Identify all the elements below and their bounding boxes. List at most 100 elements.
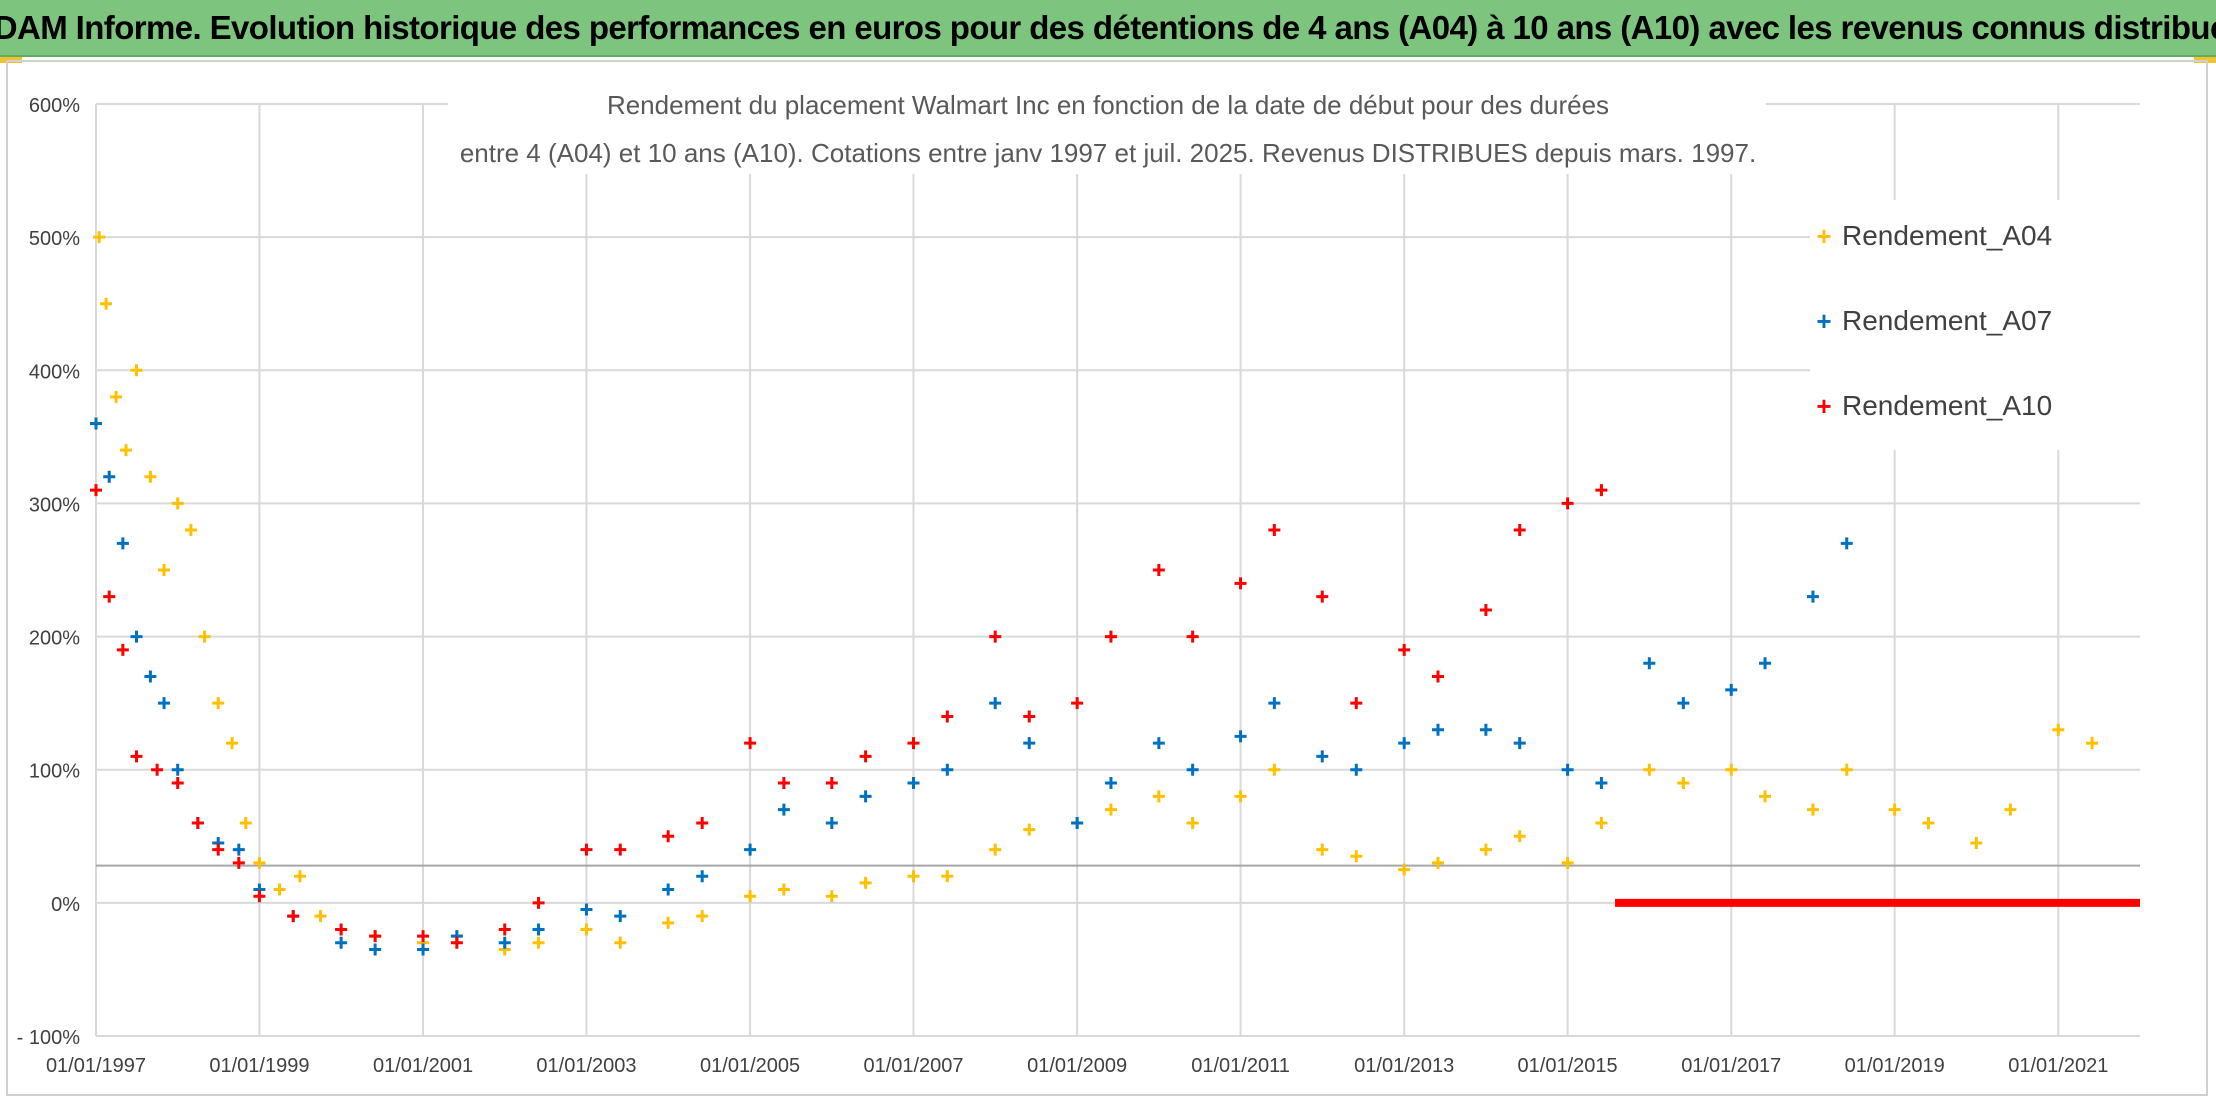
rendement-a10-point bbox=[1561, 497, 1574, 510]
x-tick-label: 01/01/2015 bbox=[1518, 1055, 1618, 1077]
rendement-a07-point bbox=[1643, 657, 1656, 670]
rendement-a10-point bbox=[1071, 697, 1084, 710]
rendement-a10-point bbox=[989, 630, 1002, 643]
rendement-a04-point bbox=[198, 630, 211, 643]
rendement-a04-point bbox=[1432, 856, 1444, 869]
rendement-a10-point bbox=[859, 750, 872, 763]
x-tick-label: 01/01/2009 bbox=[1027, 1055, 1127, 1077]
rendement-a04-point bbox=[989, 843, 1002, 856]
rendement-a10-point bbox=[1234, 577, 1247, 590]
rendement-a07-point bbox=[1186, 763, 1199, 776]
rendement-a10-point bbox=[1595, 484, 1608, 497]
rendement-a07-point bbox=[232, 843, 245, 856]
rendement-a04-point bbox=[239, 816, 252, 829]
rendement-a07-point bbox=[171, 763, 184, 776]
rendement-a04-point bbox=[1479, 843, 1492, 856]
rendement-a10-point bbox=[498, 923, 511, 936]
rendement-a04-point bbox=[1759, 790, 1772, 803]
chart-legend: + Rendement_A04 + Rendement_A07 + Rendem… bbox=[1810, 200, 2140, 450]
x-tick-label: 01/01/2007 bbox=[863, 1055, 963, 1077]
chart-title-background bbox=[448, 82, 1766, 174]
rendement-a10-point bbox=[907, 737, 920, 750]
legend-marker-a04: + bbox=[1816, 220, 1832, 251]
rendement-a04-point bbox=[1152, 790, 1165, 803]
rendement-a04-point bbox=[1186, 816, 1199, 829]
rendement-a07-point bbox=[90, 417, 102, 430]
rendement-a07-point bbox=[1677, 697, 1690, 710]
rendement-a04-point bbox=[184, 524, 197, 537]
rendement-a04-point bbox=[2052, 723, 2065, 736]
rendement-a10-point bbox=[130, 750, 143, 763]
rendement-a07-point bbox=[532, 923, 545, 936]
rendement-a04-point bbox=[253, 856, 266, 869]
rendement-a04-point bbox=[1922, 816, 1935, 829]
rendement-a07-point bbox=[580, 903, 593, 916]
rendement-a10-point bbox=[580, 843, 593, 856]
y-tick-label: 500% bbox=[29, 228, 80, 250]
rendement-a10-point bbox=[151, 763, 164, 776]
legend-item-a10: + Rendement_A10 bbox=[1810, 386, 2052, 426]
rendement-a04-point bbox=[825, 890, 838, 903]
rendement-a04-point bbox=[2004, 803, 2017, 816]
rendement-a07-point bbox=[498, 936, 511, 949]
rendement-a10-point bbox=[116, 643, 129, 656]
rendement-a10-point bbox=[1398, 643, 1411, 656]
rendement-a10-point bbox=[171, 777, 184, 790]
rendement-a04-point bbox=[580, 923, 593, 936]
rendement-a04-point bbox=[907, 870, 920, 883]
x-tick-label: 01/01/2003 bbox=[536, 1055, 636, 1077]
rendement-a04-point bbox=[130, 364, 143, 377]
rendement-a04-point bbox=[212, 697, 225, 710]
x-tick-label: 01/01/2005 bbox=[700, 1055, 800, 1077]
rendement-a07-point bbox=[1152, 737, 1165, 750]
rendement-a10-point bbox=[287, 910, 300, 923]
rendement-a10-point bbox=[1152, 564, 1165, 576]
rendement-a10-point bbox=[191, 816, 204, 829]
chart-frame bbox=[6, 60, 2208, 1096]
x-tick-label: 01/01/1999 bbox=[209, 1055, 309, 1077]
rendement-a04-point bbox=[1595, 816, 1608, 829]
rendement-a04-point bbox=[119, 444, 132, 457]
x-tick-label: 01/01/2013 bbox=[1354, 1055, 1454, 1077]
rendement-a04-point bbox=[1234, 790, 1247, 803]
rendement-a07-point bbox=[989, 697, 1002, 710]
x-tick-label: 01/01/2021 bbox=[2008, 1055, 2108, 1077]
rendement-a10-point bbox=[417, 930, 430, 943]
rendement-a04-point bbox=[1725, 763, 1738, 776]
chart-title-line2: entre 4 (A04) et 10 ans (A10). Cotations… bbox=[460, 138, 1756, 168]
x-tick-label: 01/01/2001 bbox=[373, 1055, 473, 1077]
rendement-a04-point bbox=[100, 297, 113, 310]
rendement-a04-point bbox=[1398, 863, 1411, 876]
rendement-a07-point bbox=[1234, 730, 1247, 743]
rendement-a10-point bbox=[614, 843, 627, 856]
rendement-a10-point bbox=[369, 930, 382, 943]
rendement-a07-point bbox=[1725, 683, 1738, 696]
rendement-a10-point bbox=[450, 936, 463, 949]
rendement-a10-point bbox=[212, 843, 225, 856]
rendement-a04-point bbox=[1316, 843, 1329, 856]
rendement-a07-point bbox=[369, 943, 382, 956]
rendement-a10-point bbox=[1268, 524, 1281, 537]
legend-label-a04: Rendement_A04 bbox=[1842, 220, 2053, 251]
y-tick-label: 400% bbox=[29, 361, 80, 383]
rendement-a04-point bbox=[744, 890, 757, 903]
rendement-a07-point bbox=[130, 630, 143, 643]
y-tick-label: 300% bbox=[29, 494, 80, 516]
rendement-a04-point bbox=[226, 737, 239, 750]
rendement-a07-point bbox=[1806, 590, 1819, 603]
x-tick-label: 01/01/2011 bbox=[1191, 1055, 1290, 1077]
rendement-a07-point bbox=[103, 470, 116, 483]
rendement-a07-point bbox=[1759, 657, 1772, 670]
rendement-a04-point bbox=[1970, 836, 1983, 849]
rendement-a07-point bbox=[1350, 763, 1363, 776]
rendement-a07-point bbox=[1513, 737, 1526, 750]
rendement-a04-point bbox=[1643, 763, 1656, 776]
rendement-a07-point bbox=[941, 763, 954, 776]
legend-item-a07: + Rendement_A07 bbox=[1810, 301, 2052, 341]
chart-title-line1: Rendement du placement Walmart Inc en fo… bbox=[607, 90, 1609, 120]
rendement-a07-point bbox=[417, 943, 430, 956]
y-tick-label: 200% bbox=[29, 628, 80, 650]
rendement-a07-point bbox=[158, 697, 171, 710]
rendement-a10-point bbox=[1186, 630, 1199, 643]
rendement-a07-point bbox=[1071, 816, 1084, 829]
